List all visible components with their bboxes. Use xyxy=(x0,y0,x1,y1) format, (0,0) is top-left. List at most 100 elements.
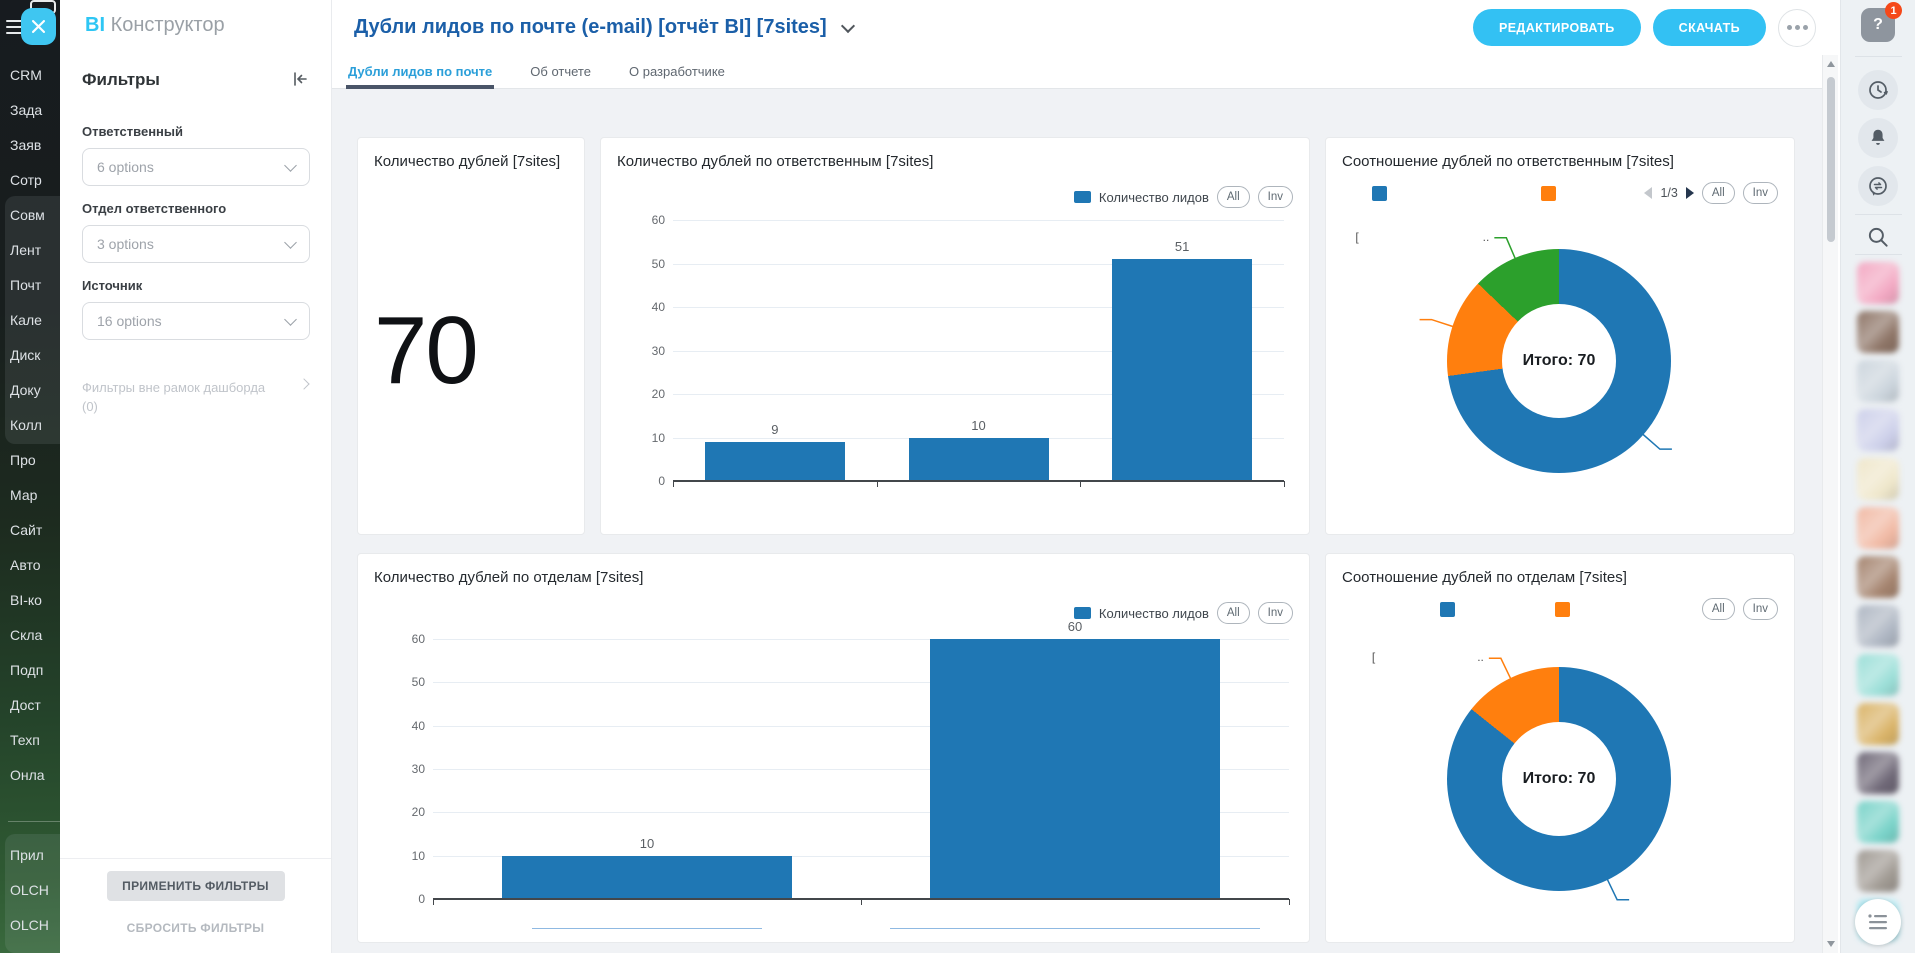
left-menu-item[interactable]: Дост xyxy=(10,697,41,713)
chart-title: Количество дублей по отделам [7sites] xyxy=(374,569,644,586)
left-menu-item[interactable]: Техп xyxy=(10,732,40,748)
bar[interactable] xyxy=(908,437,1049,481)
outer-filters-link[interactable]: Фильтры вне рамок дашборда (0) xyxy=(82,378,310,416)
messenger-button[interactable] xyxy=(1858,166,1898,206)
left-menu-item[interactable]: Прил xyxy=(10,847,44,863)
legend-all-button[interactable]: All xyxy=(1701,598,1735,620)
avatar[interactable] xyxy=(1857,654,1899,696)
y-axis-tick-label: 0 xyxy=(658,474,665,488)
left-menu-item[interactable]: Онла xyxy=(10,767,45,783)
legend-inv-button[interactable]: Inv xyxy=(1742,598,1778,620)
left-menu-item[interactable]: Колл xyxy=(10,417,42,433)
left-menu-item[interactable]: Скла xyxy=(10,627,43,643)
legend-inv-button[interactable]: Inv xyxy=(1257,602,1293,624)
legend-all-button[interactable]: All xyxy=(1701,182,1735,204)
left-menu-item[interactable]: Кале xyxy=(10,312,42,328)
scroll-down-arrow[interactable] xyxy=(1827,941,1835,947)
apply-filters-button[interactable]: ПРИМЕНИТЬ ФИЛЬТРЫ xyxy=(106,871,285,901)
logo-text: Конструктор xyxy=(110,14,225,36)
help-button[interactable]: ? 1 xyxy=(1861,2,1902,42)
donut-slice-label-redacted[interactable] xyxy=(1677,441,1747,453)
donut-slice-label-redacted[interactable]: [.. xyxy=(1355,229,1490,244)
x-axis-category-redacted[interactable] xyxy=(532,907,762,929)
left-menu-item[interactable]: BI-ко xyxy=(10,592,42,608)
bar[interactable] xyxy=(502,855,792,899)
responsible-select[interactable]: 6 options xyxy=(82,148,310,186)
bar[interactable] xyxy=(930,639,1220,899)
legend-all-button[interactable]: All xyxy=(1216,186,1250,208)
search-button[interactable] xyxy=(1865,224,1891,250)
avatar[interactable] xyxy=(1857,605,1899,647)
left-menu-item[interactable]: OLCH xyxy=(10,917,49,933)
help-badge: 1 xyxy=(1885,2,1902,19)
more-options-button[interactable] xyxy=(1778,8,1816,47)
title-dropdown-icon[interactable] xyxy=(840,18,855,33)
tab-dubli-lidov[interactable]: Дубли лидов по почте xyxy=(346,55,495,89)
left-menu-item[interactable]: Доку xyxy=(10,382,41,398)
scrollbar-vertical[interactable] xyxy=(1822,55,1838,953)
left-menu-item[interactable]: Подп xyxy=(10,662,44,678)
donut-slice-label-redacted[interactable]: [.. xyxy=(1371,650,1484,665)
x-axis-category-redacted[interactable] xyxy=(890,907,1260,929)
edit-button[interactable]: РЕДАКТИРОВАТЬ xyxy=(1472,9,1641,46)
filters-title: Фильтры xyxy=(82,70,160,89)
left-menu-item[interactable]: Зада xyxy=(10,102,43,118)
left-menu-item[interactable]: Лент xyxy=(10,242,42,258)
avatar[interactable] xyxy=(1857,262,1899,304)
avatar[interactable] xyxy=(1857,850,1899,892)
avatar[interactable] xyxy=(1857,801,1899,843)
download-button[interactable]: СКАЧАТЬ xyxy=(1652,9,1766,46)
notifications-button[interactable] xyxy=(1858,118,1898,158)
source-select[interactable]: 16 options xyxy=(82,302,310,340)
legend-prev-page-icon[interactable] xyxy=(1644,187,1653,199)
left-menu-item[interactable]: Сотр xyxy=(10,172,42,188)
bar-value-label: 60 xyxy=(1067,619,1083,634)
left-menu-item[interactable]: Почт xyxy=(10,277,42,293)
legend-next-page-icon[interactable] xyxy=(1685,187,1694,199)
avatar[interactable] xyxy=(1857,507,1899,549)
avatar[interactable] xyxy=(1857,752,1899,794)
tab-o-razrabotchike[interactable]: О разработчике xyxy=(628,64,725,79)
left-menu-item[interactable]: Авто xyxy=(10,557,41,573)
y-axis-tick-label: 30 xyxy=(651,343,665,358)
legend-inv-button[interactable]: Inv xyxy=(1257,186,1293,208)
avatar[interactable] xyxy=(1857,458,1899,500)
tab-ob-otchete[interactable]: Об отчете xyxy=(530,64,591,79)
department-select[interactable]: 3 options xyxy=(82,225,310,263)
left-menu-item[interactable]: Сайт xyxy=(10,522,43,538)
left-menu-item[interactable]: Про xyxy=(10,452,36,468)
hamburger-menu-icon[interactable] xyxy=(6,20,24,34)
bar[interactable] xyxy=(1112,259,1253,481)
history-button[interactable] xyxy=(1858,70,1898,110)
legend-inv-button[interactable]: Inv xyxy=(1742,182,1778,204)
donut-slice-label-redacted[interactable] xyxy=(1357,312,1415,324)
avatar[interactable] xyxy=(1857,311,1899,353)
avatar[interactable] xyxy=(1857,703,1899,745)
widget-menu-button[interactable] xyxy=(1855,899,1901,945)
collapse-panel-icon[interactable] xyxy=(291,70,309,88)
x-axis-category-redacted xyxy=(920,489,1038,521)
avatar[interactable] xyxy=(1857,409,1899,451)
avatar[interactable] xyxy=(1857,556,1899,598)
left-menu-item[interactable]: CRM xyxy=(10,67,42,83)
bar[interactable] xyxy=(704,441,845,481)
scrollbar-thumb[interactable] xyxy=(1827,77,1835,242)
left-menu-item[interactable]: OLCH xyxy=(10,882,49,898)
card-donut-by-department: Соотношение дублей по отделам [7sites] A… xyxy=(1325,553,1795,943)
avatar[interactable] xyxy=(1857,360,1899,402)
left-menu-item[interactable]: Совм xyxy=(10,207,45,223)
scroll-up-arrow[interactable] xyxy=(1827,61,1835,67)
redacted-text xyxy=(920,492,1038,504)
left-menu-item[interactable]: Заяв xyxy=(10,137,42,153)
legend-all-button[interactable]: All xyxy=(1216,602,1250,624)
close-widget-button[interactable] xyxy=(21,8,56,45)
left-menu-item[interactable]: Диск xyxy=(10,347,41,363)
page-title: Дубли лидов по почте (e-mail) [отчёт BI]… xyxy=(354,16,827,38)
donut-slice-label-redacted[interactable] xyxy=(1634,892,1746,904)
left-menu-item[interactable]: Мар xyxy=(10,487,38,503)
donut-zone: Итого: 70 [.. xyxy=(1326,138,1794,534)
legend-color-swatch xyxy=(1439,601,1455,617)
reset-filters-button[interactable]: СБРОСИТЬ ФИЛЬТРЫ xyxy=(126,921,265,935)
card-bar-by-department: Количество дублей по отделам [7sites] Ко… xyxy=(357,553,1310,943)
bar-value-label: 9 xyxy=(771,421,779,437)
